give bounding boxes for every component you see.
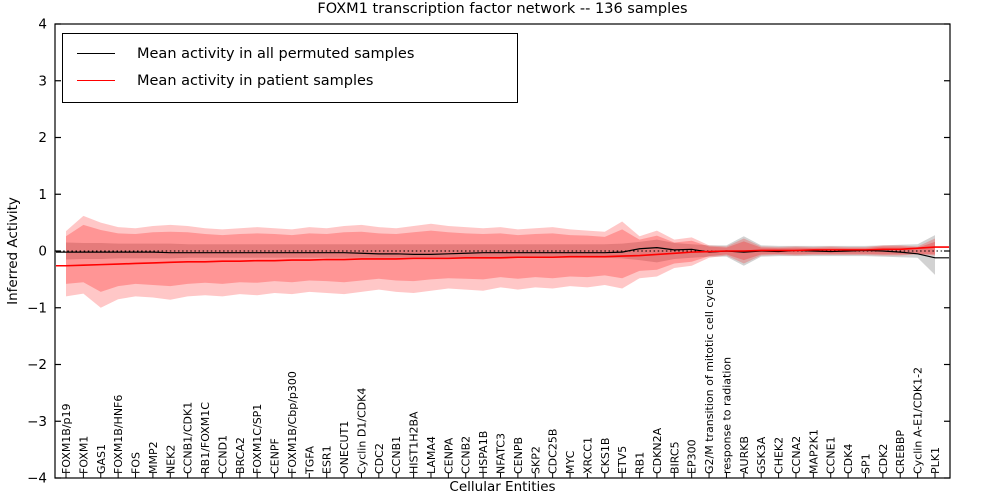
x-tick-label: FOXM1B/HNF6 bbox=[112, 395, 125, 474]
x-tick-label: CCNA2 bbox=[790, 436, 803, 474]
x-tick-label: CENPF bbox=[269, 438, 282, 474]
y-axis: 4 3 2 1 0 −1 −2 −3 −4 bbox=[27, 17, 950, 487]
y-tick-label: −3 bbox=[27, 414, 47, 430]
x-tick-label: FOXM1 bbox=[77, 436, 90, 474]
x-tick-label: CHEK2 bbox=[773, 437, 786, 474]
x-tick-label: SKP2 bbox=[529, 446, 542, 474]
y-tick-label: −1 bbox=[27, 300, 47, 316]
x-axis-label: Cellular Entities bbox=[449, 479, 556, 495]
x-tick-label: CDC25B bbox=[547, 429, 560, 474]
x-tick-label: LAMA4 bbox=[425, 436, 438, 474]
x-tick-label: NEK2 bbox=[164, 445, 177, 474]
x-tick-label: FOS bbox=[130, 452, 143, 474]
x-tick-label: Cyclin A-E1/CDK1-2 bbox=[912, 367, 925, 474]
x-tick-label: CENPA bbox=[442, 437, 455, 474]
x-tick-label: CCNB1/CDK1 bbox=[182, 402, 195, 474]
legend: Mean activity in all permuted samples Me… bbox=[62, 33, 518, 103]
x-tick-label: CKS1B bbox=[599, 438, 612, 474]
y-tick-label: 0 bbox=[38, 244, 47, 260]
mean-lines bbox=[56, 246, 949, 267]
x-tick-label: PLK1 bbox=[929, 447, 942, 474]
x-tick-label: CCNB1 bbox=[390, 436, 403, 474]
x-tick-label: GSK3A bbox=[755, 436, 768, 474]
legend-label: Mean activity in patient samples bbox=[137, 72, 374, 89]
x-tick-label: BIRC5 bbox=[668, 441, 681, 474]
x-tick-label: HSPA1B bbox=[477, 431, 490, 474]
legend-item-permuted: Mean activity in all permuted samples bbox=[73, 40, 507, 67]
patient-mean-line bbox=[56, 246, 949, 267]
x-tick-label: AURKB bbox=[738, 436, 751, 474]
x-tick-label: NFATC3 bbox=[495, 433, 508, 474]
y-tick-label: −2 bbox=[27, 357, 47, 373]
x-tick-label: FOXM1C/SP1 bbox=[251, 404, 264, 474]
x-tick-label: CENPB bbox=[512, 437, 525, 474]
x-tick-label: CCND1 bbox=[216, 435, 229, 474]
x-tick-label: FOXM1B/p19 bbox=[60, 403, 73, 474]
x-tick-label: XRCC1 bbox=[581, 437, 594, 474]
x-tick-label: RB1 bbox=[634, 452, 647, 474]
x-tick-label: HIST1H2BA bbox=[408, 411, 421, 474]
patient-samples-band-outer bbox=[66, 215, 935, 308]
y-axis-label: Inferred Activity bbox=[5, 197, 21, 305]
x-tick-label: MYC bbox=[564, 450, 577, 474]
permuted-samples-band bbox=[66, 235, 935, 275]
x-tick-label: CCNE1 bbox=[825, 436, 838, 474]
x-tick-label: ONECUT1 bbox=[338, 421, 351, 474]
x-tick-label: G2/M transition of mitotic cell cycle bbox=[703, 279, 716, 474]
x-tick-label: TGFA bbox=[303, 445, 316, 475]
x-tick-label: EP300 bbox=[686, 439, 699, 474]
x-tick-label: CDC2 bbox=[373, 443, 386, 474]
x-tick-label: SP1 bbox=[859, 453, 872, 474]
x-tick-label: CCNB2 bbox=[460, 436, 473, 474]
x-tick-label: RB1/FOXM1C bbox=[199, 402, 212, 474]
patient-line-swatch bbox=[77, 80, 115, 81]
x-tick-label: CREBBP bbox=[894, 430, 907, 474]
y-tick-label: −4 bbox=[27, 471, 47, 487]
x-axis: FOXM1B/p19 FOXM1 GAS1 FOXM1B/HNF6 FOS MMP2 NEK… bbox=[60, 279, 942, 478]
x-tick-label: MAP2K1 bbox=[807, 429, 820, 474]
x-tick-label: FOXM1B/Cbp/p300 bbox=[286, 371, 299, 474]
y-tick-label: 4 bbox=[38, 17, 47, 33]
chart-title: FOXM1 transcription factor network -- 13… bbox=[317, 1, 688, 17]
x-tick-label: CDK2 bbox=[877, 444, 890, 474]
x-tick-label: ETV5 bbox=[616, 446, 629, 474]
y-tick-label: 1 bbox=[38, 187, 47, 203]
legend-item-patient: Mean activity in patient samples bbox=[73, 67, 507, 94]
legend-label: Mean activity in all permuted samples bbox=[137, 45, 415, 62]
x-tick-label: CDKN2A bbox=[651, 427, 664, 474]
y-tick-label: 2 bbox=[38, 130, 47, 146]
x-tick-label: Cyclin D1/CDK4 bbox=[355, 388, 368, 474]
x-tick-label: MMP2 bbox=[147, 441, 160, 474]
x-tick-label: GAS1 bbox=[95, 444, 108, 474]
x-tick-label: ESR1 bbox=[321, 445, 334, 474]
x-tick-label: BRCA2 bbox=[234, 437, 247, 474]
x-tick-label: CDK4 bbox=[842, 444, 855, 474]
y-tick-label: 3 bbox=[38, 73, 47, 89]
permuted-line-swatch bbox=[77, 53, 115, 54]
x-tick-label: response to radiation bbox=[720, 357, 733, 474]
